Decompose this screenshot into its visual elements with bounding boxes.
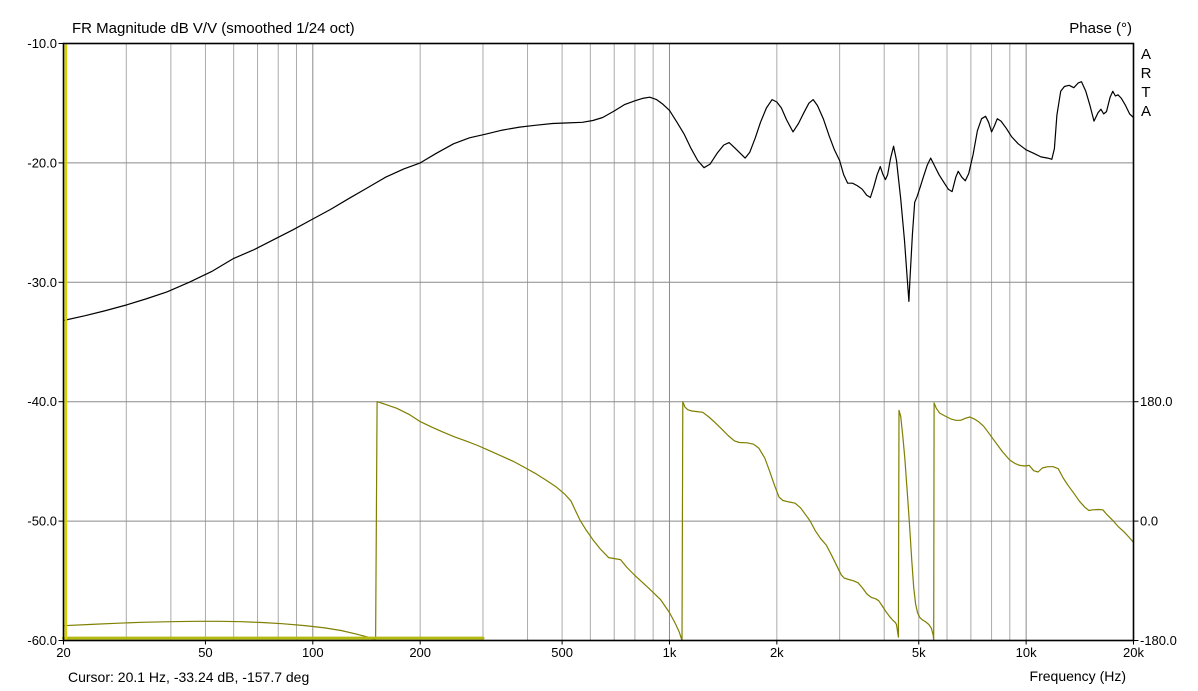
freq-tick-label: 1k — [663, 645, 677, 660]
plot-frame — [62, 42, 1135, 642]
mag-tick-label: -50.0 — [27, 514, 57, 529]
freq-tick-label: 100 — [302, 645, 324, 660]
mag-tick-label: -40.0 — [27, 394, 57, 409]
freq-tick-label: 10k — [1016, 645, 1037, 660]
arta-logo: ARTA — [1140, 46, 1152, 120]
plot-title: FR Magnitude dB V/V (smoothed 1/24 oct) — [72, 20, 355, 37]
cursor-status: Cursor: 20.1 Hz, -33.24 dB, -157.7 deg — [68, 669, 310, 685]
freq-tick-label: 500 — [551, 645, 573, 660]
phase-tick-label: -180.0 — [1140, 633, 1177, 648]
phase-tick-label: 180.0 — [1140, 394, 1173, 409]
x-axis-title: Frequency (Hz) — [1029, 668, 1126, 684]
freq-tick-label: 200 — [409, 645, 431, 660]
phase-axis-title: Phase (°) — [1069, 20, 1132, 37]
phase-wrapped — [62, 401, 1135, 642]
freq-tick-label: 50 — [198, 645, 212, 660]
mag-tick-label: -30.0 — [27, 275, 57, 290]
freq-tick-label: 20k — [1123, 645, 1144, 660]
phase-tick-label: 0.0 — [1140, 514, 1158, 529]
mag-tick-label: -10.0 — [27, 36, 57, 51]
mag-tick-label: -60.0 — [27, 633, 57, 648]
freq-tick-label: 2k — [770, 645, 784, 660]
freq-tick-label: 5k — [912, 645, 926, 660]
freq-tick-label: 20 — [56, 645, 70, 660]
magnitude-response — [62, 81, 1135, 322]
mag-tick-label: -20.0 — [27, 155, 57, 170]
